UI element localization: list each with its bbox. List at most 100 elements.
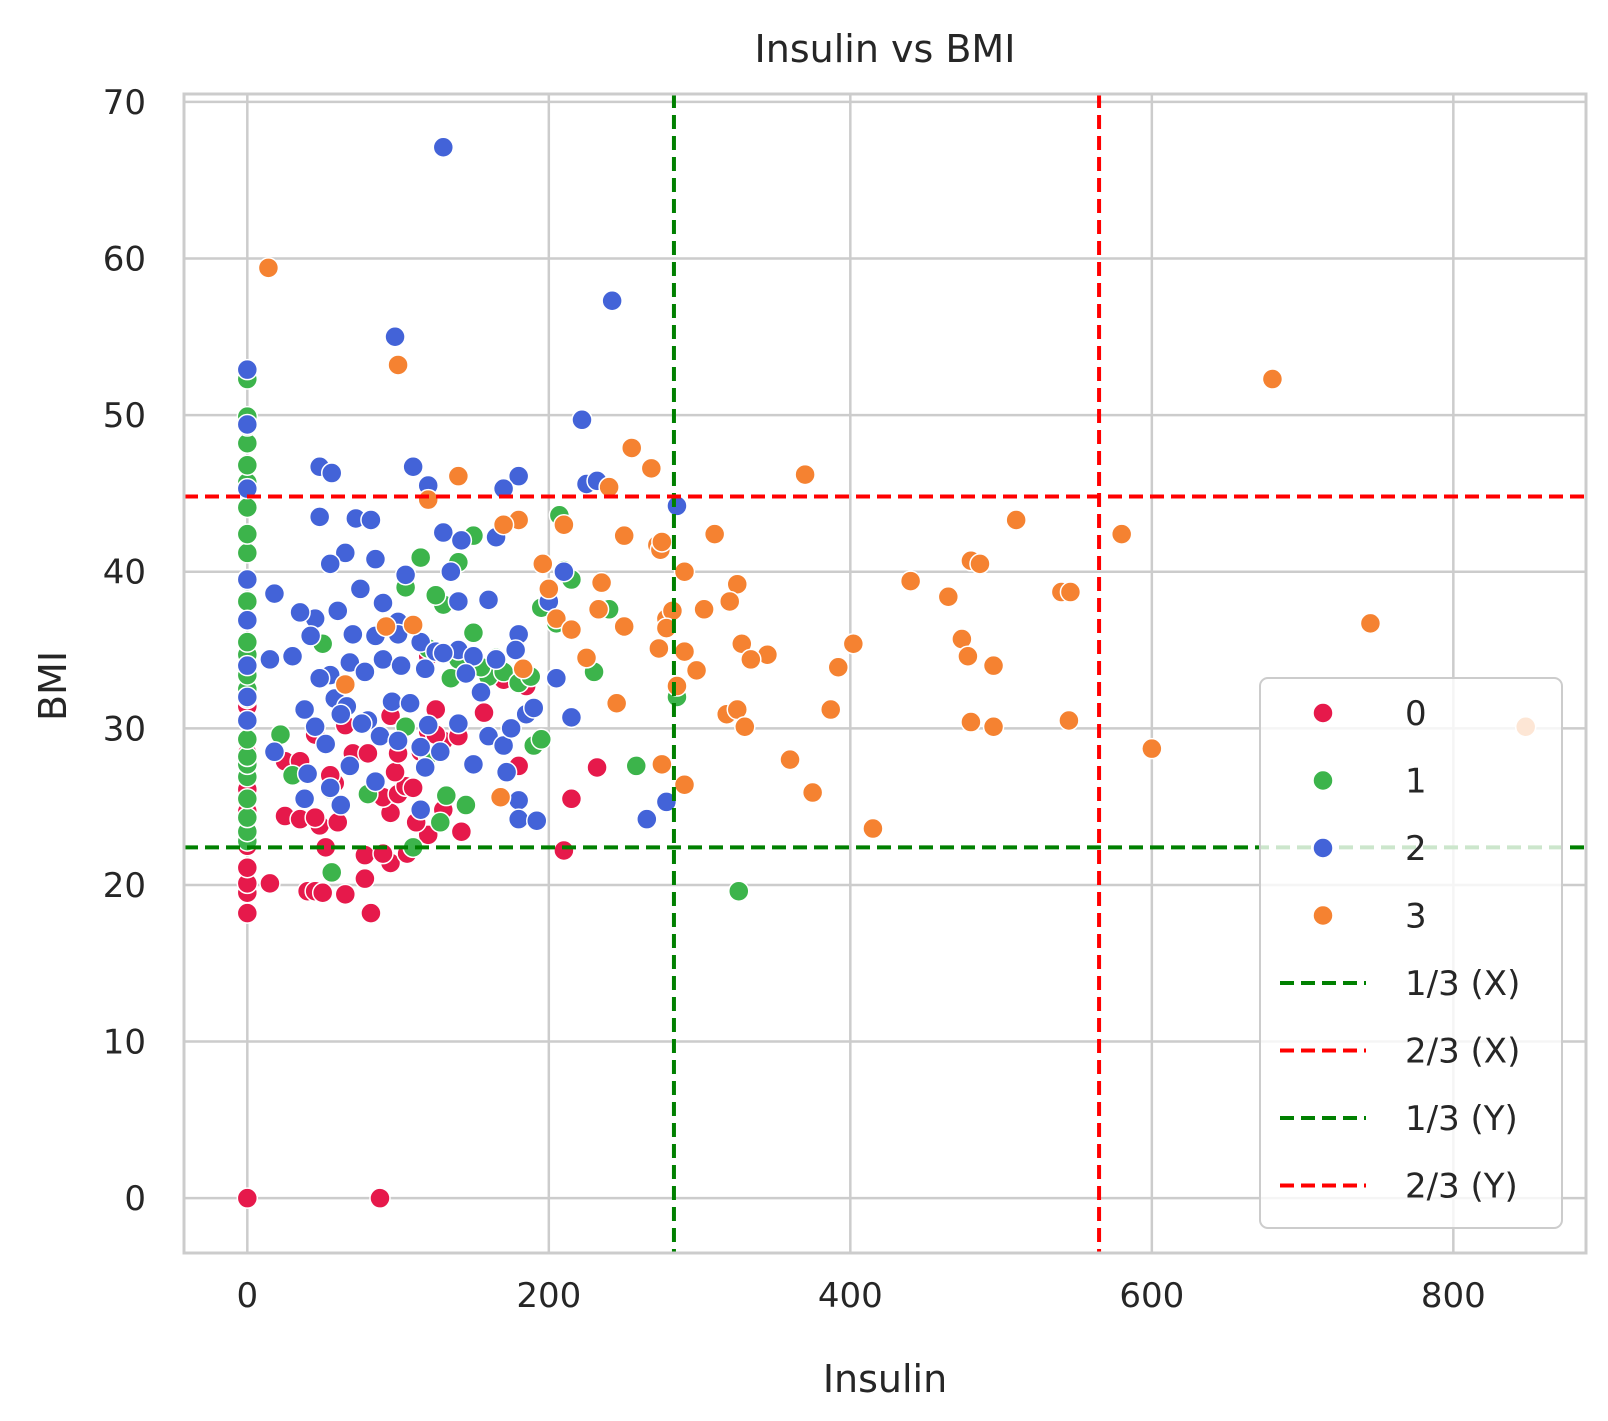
scatter-point	[369, 725, 391, 747]
y-tick-label: 10	[103, 1023, 146, 1063]
legend-label: 1/3 (Y)	[1405, 1099, 1518, 1139]
scatter-point	[495, 761, 518, 783]
scatter-point	[263, 741, 286, 763]
scatter-point	[1359, 612, 1382, 635]
scatter-point	[489, 786, 512, 808]
scatter-point	[360, 509, 382, 531]
scatter-point	[740, 648, 762, 671]
scatter-point	[492, 477, 515, 500]
scatter-point	[339, 755, 361, 777]
scatter-point	[432, 521, 455, 544]
scatter-point	[414, 756, 436, 779]
scatter-point	[532, 553, 554, 575]
scatter-point	[334, 883, 357, 906]
scatter-point	[470, 681, 492, 704]
scatter-point	[342, 623, 364, 646]
scatter-point	[236, 413, 259, 436]
scatter-point	[293, 788, 316, 810]
scatter-point	[842, 632, 865, 655]
scatter-point	[601, 289, 623, 312]
scatter-point	[960, 711, 982, 733]
scatter-point	[259, 872, 281, 895]
legend-label: 1/3 (X)	[1405, 964, 1520, 1004]
scatter-point	[648, 637, 670, 660]
scatter-point	[314, 733, 337, 755]
scatter-point	[263, 582, 286, 605]
x-tick-label: 800	[1421, 1276, 1486, 1316]
scatter-point	[387, 354, 409, 376]
scatter-point	[1261, 368, 1284, 390]
scatter-point	[360, 902, 382, 924]
scatter-point	[553, 513, 575, 536]
scatter-point	[351, 712, 373, 735]
scatter-point	[372, 648, 394, 671]
scatter-point	[447, 590, 470, 613]
scatter-point	[937, 586, 960, 608]
scatter-point	[417, 488, 439, 511]
scatter-point	[236, 454, 259, 476]
scatter-point	[651, 531, 673, 553]
scatter-point	[236, 496, 259, 519]
scatter-point	[402, 456, 424, 478]
y-tick-label: 20	[103, 866, 146, 906]
scatter-point	[819, 698, 842, 721]
scatter-point	[636, 808, 658, 830]
scatter-point	[598, 476, 620, 498]
legend-marker	[1312, 769, 1334, 792]
scatter-point	[673, 773, 696, 796]
scatter-point	[462, 622, 485, 644]
scatter-point	[651, 753, 673, 776]
legend-label: 3	[1405, 897, 1427, 937]
scatter-point	[236, 654, 259, 677]
scatter-point	[666, 675, 688, 697]
scatter-point	[281, 645, 304, 668]
scatter-point	[640, 457, 663, 480]
scatter-point	[354, 661, 376, 683]
scatter-point	[560, 788, 583, 810]
scatter-point	[299, 625, 322, 647]
scatter-point	[504, 639, 527, 661]
scatter-point	[620, 437, 643, 459]
scatter-point	[450, 529, 473, 552]
scatter-point	[369, 1187, 391, 1209]
scatter-point	[673, 640, 696, 663]
y-tick-label: 70	[103, 83, 146, 123]
scatter-point	[308, 667, 331, 689]
scatter-point	[293, 698, 316, 721]
y-tick-label: 30	[103, 709, 146, 749]
scatter-point	[304, 716, 326, 738]
scatter-point	[492, 513, 515, 536]
chart-title: Insulin vs BMI	[755, 27, 1016, 71]
scatter-point	[432, 136, 455, 159]
y-axis-label: BMI	[31, 651, 75, 721]
scatter-point	[384, 761, 406, 783]
scatter-point	[545, 607, 568, 630]
scatter-point	[308, 506, 331, 528]
x-tick-label: 0	[236, 1276, 258, 1316]
scatter-point	[613, 524, 635, 547]
scatter-point	[801, 781, 824, 804]
scatter-point	[794, 463, 816, 486]
scatter-point	[384, 326, 406, 348]
legend-label: 2/3 (X)	[1405, 1032, 1520, 1072]
scatter-point	[354, 867, 376, 890]
scatter-point	[455, 794, 477, 816]
legend-label: 1	[1405, 762, 1427, 802]
scatter-point	[827, 656, 850, 678]
scatter-point	[969, 553, 991, 575]
scatter-point	[586, 756, 608, 779]
scatter-point	[334, 673, 357, 696]
scatter-point	[477, 589, 500, 611]
scatter-point	[655, 617, 678, 639]
x-tick-label: 200	[516, 1276, 581, 1316]
legend: 0 1 2 3 1/3 (X) 2/3 (X) 1/3 (Y) 2/3 (Y)	[1259, 677, 1563, 1229]
scatter-point	[319, 553, 341, 575]
scatter-point	[779, 748, 801, 771]
y-tick-label: 0	[124, 1179, 146, 1219]
scatter-point	[236, 523, 259, 545]
scatter-point	[571, 409, 593, 431]
scatter-point	[507, 808, 530, 830]
scatter-point	[666, 495, 688, 517]
scatter-point	[402, 614, 424, 636]
legend-marker	[1312, 904, 1334, 927]
